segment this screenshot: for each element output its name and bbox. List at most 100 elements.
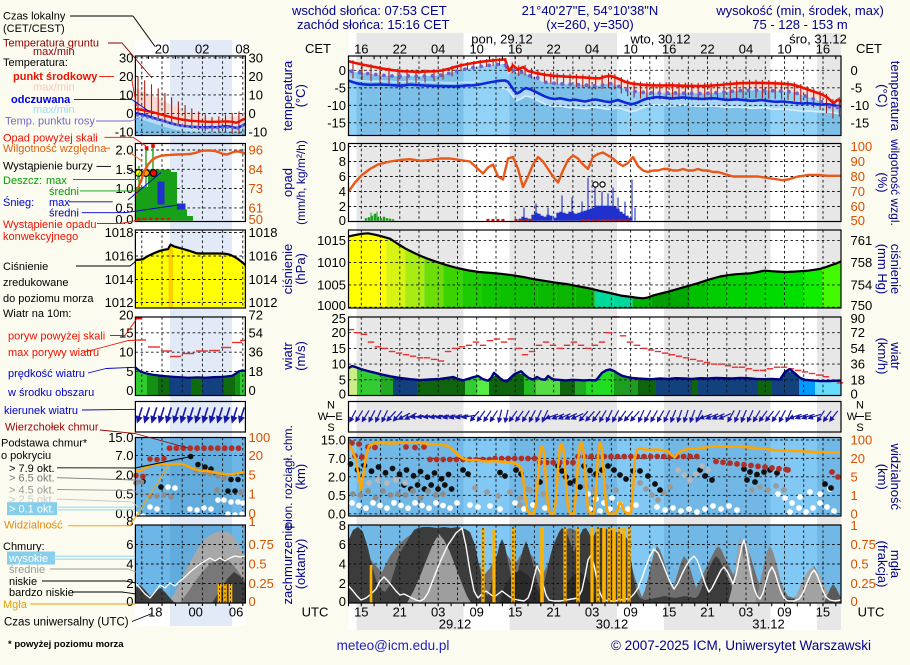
svg-text:100: 100 [851,139,873,154]
svg-text:(°C): (°C) [875,84,890,107]
svg-text:CET: CET [305,41,331,56]
svg-text:10: 10 [469,42,483,57]
svg-text:72: 72 [851,325,865,340]
svg-text:meteo@icm.edu.pl: meteo@icm.edu.pl [337,638,450,653]
svg-text:(oktanty): (oktanty) [293,539,308,590]
svg-text:Wilgotność względna: Wilgotność względna [3,143,107,155]
svg-text:Czas lokalny: Czas lokalny [3,11,66,23]
svg-text:2: 2 [339,576,346,591]
svg-text:750: 750 [851,298,873,313]
svg-text:15: 15 [816,605,830,620]
svg-text:(CET/CEST): (CET/CEST) [3,23,65,35]
svg-text:8: 8 [126,514,133,529]
svg-text:pon, 29.12: pon, 29.12 [471,32,532,47]
svg-text:> 6.5 okt.: > 6.5 okt. [9,473,55,485]
svg-text:0.5: 0.5 [115,200,133,215]
svg-text:25: 25 [332,311,346,326]
svg-text:-15: -15 [851,115,870,130]
svg-text:22: 22 [700,42,714,57]
svg-text:10: 10 [119,87,133,102]
svg-text:29.12: 29.12 [439,617,472,632]
svg-text:09: 09 [623,605,637,620]
svg-text:761: 761 [851,233,873,248]
svg-text:0: 0 [126,594,133,609]
svg-text:Chmury:: Chmury: [3,541,45,553]
svg-text:Temperatura gruntu: Temperatura gruntu [3,38,99,50]
svg-text:04: 04 [585,42,599,57]
svg-text:bardzo niskie: bardzo niskie [9,587,74,599]
svg-text:5: 5 [339,372,346,387]
svg-text:80: 80 [851,169,865,184]
svg-text:10: 10 [249,87,263,102]
svg-text:1000: 1000 [317,298,346,313]
svg-text:0: 0 [249,383,256,398]
svg-text:0: 0 [339,594,346,609]
svg-text:0: 0 [249,594,256,609]
svg-text:1014: 1014 [105,272,134,287]
svg-text:36: 36 [249,345,263,360]
svg-text:Temp. punktu rosy: Temp. punktu rosy [5,116,95,128]
svg-text:75 - 128 - 153 m: 75 - 128 - 153 m [752,17,847,32]
svg-text:wiatr: wiatr [280,342,295,371]
svg-text:20: 20 [119,69,133,84]
svg-text:15: 15 [354,605,368,620]
svg-text:1: 1 [851,488,858,503]
svg-text:(km): (km) [293,464,308,490]
svg-text:max: max [49,197,70,209]
svg-text:03: 03 [431,605,445,620]
svg-text:61: 61 [249,200,263,215]
svg-text:0.5: 0.5 [851,557,869,572]
svg-text:W: W [318,411,329,423]
svg-text:15: 15 [332,341,346,356]
svg-text:wysokość (min, środek, max): wysokość (min, środek, max) [715,3,884,18]
svg-text:Wierzchołek chmur: Wierzchołek chmur [5,421,99,433]
svg-text:84: 84 [249,162,263,177]
svg-text:max/min: max/min [33,104,75,116]
svg-text:20: 20 [155,42,169,57]
svg-text:> 0.1 okt.: > 0.1 okt. [9,504,55,516]
svg-text:0: 0 [851,506,858,521]
svg-text:0: 0 [851,594,858,609]
svg-text:-10: -10 [851,98,870,113]
svg-text:20: 20 [249,69,263,84]
svg-text:Wystąpienie opadu: Wystąpienie opadu [3,219,96,231]
svg-text:4: 4 [339,184,346,199]
svg-text:ciśnienie: ciśnienie [280,244,295,295]
svg-text:N: N [327,400,335,412]
svg-text:1.0: 1.0 [115,181,133,196]
svg-text:Podstawa chmur*: Podstawa chmur* [1,438,88,450]
svg-text:54: 54 [851,341,865,356]
svg-text:6: 6 [126,537,133,552]
svg-text:1.5: 1.5 [115,162,133,177]
svg-text:09: 09 [777,605,791,620]
svg-text:Mgła: Mgła [3,599,28,611]
svg-text:758: 758 [851,255,873,270]
svg-text:100: 100 [851,433,873,448]
svg-text:-5: -5 [334,80,346,95]
svg-text:10: 10 [332,139,346,154]
svg-text:10: 10 [777,42,791,57]
svg-text:-10: -10 [327,98,346,113]
svg-text:Śnieg:: Śnieg: [3,196,34,209]
svg-text:16: 16 [816,42,830,57]
svg-text:© 2007-2025 ICM, Uniwersytet W: © 2007-2025 ICM, Uniwersytet Warszawski [611,638,871,653]
svg-text:widzialność: widzialność [888,443,903,511]
svg-text:2: 2 [126,576,133,591]
svg-text:Widzialność: Widzialność [4,520,63,532]
svg-text:CET: CET [856,41,882,56]
svg-text:1016: 1016 [249,249,278,264]
svg-text:21: 21 [393,605,407,620]
svg-text:odczuwana: odczuwana [11,94,71,106]
svg-text:10: 10 [119,345,133,360]
svg-text:50: 50 [851,213,865,228]
svg-text:8: 8 [339,518,346,533]
svg-text:03: 03 [739,605,753,620]
svg-text:E: E [335,411,342,423]
svg-text:30: 30 [249,50,263,65]
svg-text:zachmurzenie: zachmurzenie [280,524,295,605]
svg-text:22: 22 [546,42,560,57]
svg-text:15: 15 [662,605,676,620]
svg-text:0.25: 0.25 [851,576,876,591]
svg-text:do poziomu morza: do poziomu morza [3,293,94,305]
svg-text:54: 54 [249,325,263,340]
